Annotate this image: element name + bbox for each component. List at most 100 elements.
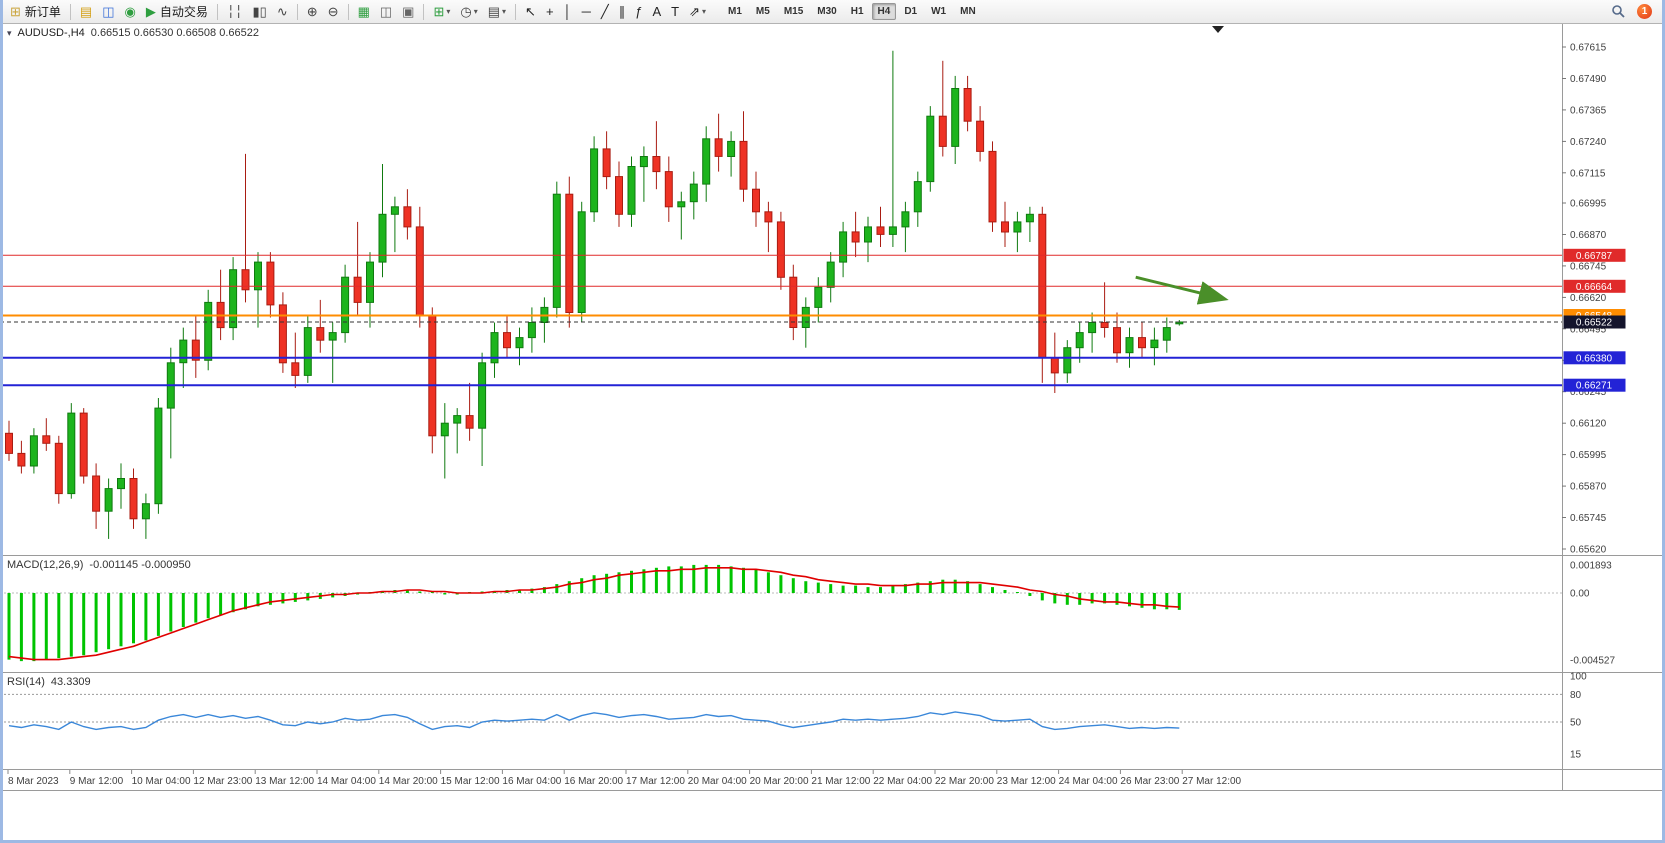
toolbar-separator — [515, 3, 517, 20]
candlesticks[interactable] — [5, 50, 1184, 539]
svg-text:0.66120: 0.66120 — [1570, 419, 1607, 430]
trend-arrow-annotation[interactable] — [1135, 275, 1229, 305]
template-menu-button[interactable]: ▤ ▾ — [484, 1, 510, 22]
svg-text:22 Mar 04:00: 22 Mar 04:00 — [873, 776, 932, 787]
macd-indicator-label: MACD(12,26,9) -0.001145 -0.000950 — [7, 559, 191, 571]
macd-name: MACD(12,26,9) — [7, 559, 84, 571]
trendline-tool-button[interactable]: ╱ — [597, 1, 613, 22]
horizontal-line-tool-button[interactable]: ─ — [578, 1, 595, 22]
svg-text:0.66522: 0.66522 — [1576, 318, 1613, 329]
svg-text:12 Mar 23:00: 12 Mar 23:00 — [193, 776, 252, 787]
svg-text:0.66995: 0.66995 — [1570, 199, 1607, 210]
line-chart-button[interactable]: ∿ — [273, 1, 292, 22]
svg-text:0.66664: 0.66664 — [1576, 282, 1613, 293]
timeframe-h1-button[interactable]: H1 — [850, 6, 864, 17]
timeframe-m5-button[interactable]: M5 — [755, 6, 770, 17]
channel-tool-button[interactable]: ∥ — [615, 1, 630, 22]
cursor-tool-button[interactable]: ↖ — [521, 1, 540, 22]
tile-windows-icon: ◫ — [379, 4, 393, 19]
svg-text:0.66745: 0.66745 — [1570, 261, 1607, 272]
rsi-line — [8, 711, 1180, 731]
rsi-level-lines — [0, 693, 1562, 723]
svg-text:9 Mar 12:00: 9 Mar 12:00 — [70, 776, 124, 787]
zoom-in-icon: ⊕ — [306, 4, 318, 19]
toolbar-right-cluster: 1 — [1606, 1, 1660, 22]
main-toolbar: ⊞ 新订单 ▤ ◫ ◉ ▶ 自动交易 ╎╎ ▮▯ ∿ ⊕ ⊖ ▦ ◫ ▣ ⊞ ▾ ◷ ▾ ▤ ▾ ↖ + │ ─ ╱ ∥ ƒ A T ⇗ ▾ … — [0, 0, 1665, 24]
candlestick-chart-button[interactable]: ▮▯ — [249, 1, 271, 22]
price-chart-area[interactable]: 0.67615 0.67490 0.67365 0.67240 0.67115 0.669… — [0, 23, 1665, 843]
svg-text:0.001893: 0.001893 — [1570, 561, 1612, 572]
svg-text:0.67365: 0.67365 — [1570, 105, 1607, 116]
svg-text:0.66787: 0.66787 — [1576, 251, 1613, 262]
text-tool-button[interactable]: A — [648, 1, 665, 22]
market-watch-button[interactable]: ◫ — [98, 1, 118, 22]
bar-chart-button[interactable]: ╎╎ — [223, 1, 247, 22]
toolbar-separator — [296, 3, 298, 20]
svg-text:15 Mar 12:00: 15 Mar 12:00 — [441, 776, 500, 787]
notification-badge[interactable]: 1 — [1637, 4, 1652, 19]
svg-text:16 Mar 04:00: 16 Mar 04:00 — [502, 776, 561, 787]
label-tool-button[interactable]: T — [667, 1, 683, 22]
timeframe-m15-button[interactable]: M15 — [783, 6, 804, 17]
label-tool-icon: T — [671, 4, 680, 19]
horizontal-level-lines[interactable] — [0, 254, 1562, 387]
search-button[interactable] — [1607, 1, 1630, 22]
zoom-out-button[interactable]: ⊖ — [324, 1, 343, 22]
auto-arrange-button[interactable]: ▦ — [354, 1, 374, 22]
crosshair-tool-button[interactable]: + — [542, 1, 558, 22]
vertical-line-tool-button[interactable]: │ — [560, 1, 576, 22]
svg-text:50: 50 — [1570, 718, 1582, 729]
svg-text:27 Mar 12:00: 27 Mar 12:00 — [1182, 776, 1241, 787]
autotrading-icon: ▶ — [145, 4, 156, 19]
timeframe-m30-button[interactable]: M30 — [817, 6, 837, 17]
timeframe-h4-button[interactable]: H4 — [871, 3, 897, 20]
fibonacci-tool-button[interactable]: ƒ — [631, 1, 646, 22]
horizontal-line-tool-icon: ─ — [581, 4, 591, 19]
toolbar-separator — [216, 3, 218, 20]
auto-arrange-icon: ▦ — [357, 4, 370, 19]
window-border-bottom — [0, 840, 1665, 843]
svg-text:20 Mar 04:00: 20 Mar 04:00 — [688, 776, 747, 787]
one-click-trading-toggle[interactable]: ▾ — [7, 28, 12, 38]
price-axis-labels: 0.67615 0.67490 0.67365 0.67240 0.67115 0.669… — [1562, 43, 1607, 556]
timeframe-m1-button[interactable]: M1 — [728, 6, 742, 17]
rsi-axis-labels: 100 80 50 15 — [1570, 672, 1587, 761]
new-chart-button[interactable]: ⊞ ▾ — [429, 1, 454, 22]
cascade-windows-icon: ▣ — [402, 4, 415, 19]
timeframe-toolbar: M1 M5 M15 M30 H1 H4 D1 W1 MN — [721, 3, 983, 20]
zoom-out-icon: ⊖ — [327, 4, 339, 19]
period-menu-button[interactable]: ◷ ▾ — [456, 1, 481, 22]
svg-text:14 Mar 04:00: 14 Mar 04:00 — [317, 776, 376, 787]
dropdown-arrow-icon: ▾ — [701, 7, 706, 16]
dropdown-arrow-icon: ▾ — [446, 7, 451, 16]
chart-shift-marker[interactable] — [1212, 26, 1224, 33]
svg-text:13 Mar 12:00: 13 Mar 12:00 — [255, 776, 314, 787]
svg-text:20 Mar 20:00: 20 Mar 20:00 — [750, 776, 809, 787]
toolbar-button-groups: ⊞ 新订单 ▤ ◫ ◉ ▶ 自动交易 ╎╎ ▮▯ ∿ ⊕ ⊖ ▦ ◫ ▣ ⊞ ▾ ◷ ▾ ▤ ▾ ↖ + │ ─ ╱ ∥ ƒ A T ⇗ ▾ — [5, 1, 711, 22]
navigator-button[interactable]: ◉ — [121, 1, 140, 22]
charts-toolbar-button[interactable]: ▤ — [76, 1, 96, 22]
chart-symbol-title: AUDUSD-,H4 — [17, 27, 85, 39]
new-order-button[interactable]: ⊞ 新订单 — [6, 1, 65, 22]
autotrading-button[interactable]: ▶ 自动交易 — [142, 1, 212, 22]
timeframe-mn-button[interactable]: MN — [960, 6, 976, 17]
tile-windows-button[interactable]: ◫ — [376, 1, 396, 22]
period-menu-icon: ◷ — [460, 4, 472, 19]
svg-text:0.67240: 0.67240 — [1570, 137, 1607, 148]
zoom-in-button[interactable]: ⊕ — [303, 1, 322, 22]
shapes-tool-button[interactable]: ⇗ ▾ — [685, 1, 710, 22]
time-axis-labels[interactable]: 8 Mar 2023 9 Mar 12:00 10 Mar 04:00 12 Mar … — [7, 770, 1242, 787]
cascade-windows-button[interactable]: ▣ — [398, 1, 418, 22]
svg-text:8 Mar 2023: 8 Mar 2023 — [8, 776, 59, 787]
svg-text:80: 80 — [1570, 690, 1582, 701]
shapes-tool-icon: ⇗ — [689, 4, 700, 19]
rsi-value: 43.3309 — [50, 676, 91, 688]
charts-toolbar-icon: ▤ — [79, 4, 93, 19]
svg-text:10 Mar 04:00: 10 Mar 04:00 — [132, 776, 191, 787]
svg-text:14 Mar 20:00: 14 Mar 20:00 — [379, 776, 438, 787]
panel-dividers[interactable] — [0, 555, 1665, 791]
timeframe-d1-button[interactable]: D1 — [904, 6, 918, 17]
svg-text:0.67490: 0.67490 — [1570, 74, 1607, 85]
fibonacci-tool-icon: ƒ — [635, 4, 643, 19]
timeframe-w1-button[interactable]: W1 — [931, 6, 947, 17]
